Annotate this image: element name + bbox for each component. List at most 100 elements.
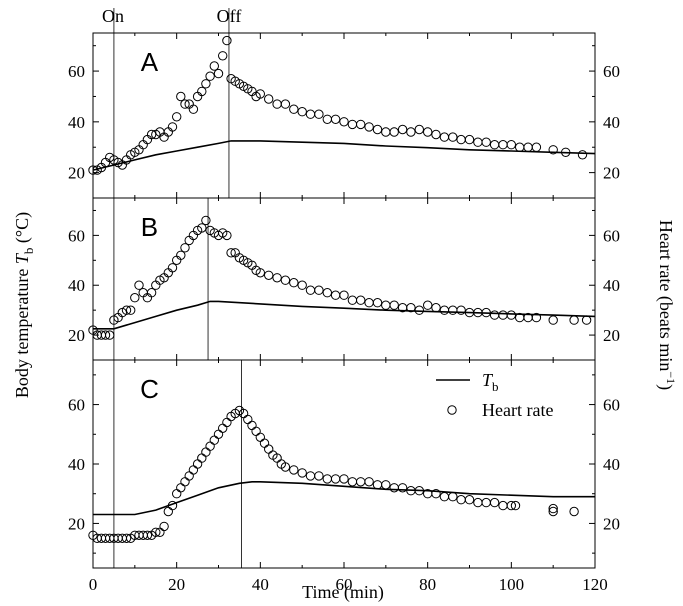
heart-rate-point — [314, 109, 324, 119]
heart-rate-point — [289, 465, 299, 475]
heart-rate-point — [464, 495, 475, 505]
x-tick-label: 20 — [168, 575, 185, 594]
heart-rate-point — [473, 497, 483, 508]
heart-rate-point — [197, 223, 207, 233]
heart-rate-point — [134, 280, 144, 290]
heart-rate-point — [339, 117, 349, 127]
heart-rate-point — [498, 140, 508, 150]
heart-rate-point — [347, 119, 358, 130]
heart-rate-point — [167, 122, 178, 132]
legend-heart-rate-label: Heart rate — [482, 400, 553, 420]
heart-rate-point — [218, 51, 228, 61]
heart-rate-point — [464, 134, 475, 145]
y-left-tick-label: 20 — [68, 326, 85, 345]
heart-rate-point — [356, 295, 366, 305]
heart-rate-point — [105, 330, 115, 340]
heart-rate-point — [322, 114, 332, 125]
heart-rate-point — [201, 447, 211, 457]
heart-rate-point — [523, 142, 533, 152]
y-left-tick-label: 20 — [68, 164, 85, 183]
heart-rate-point — [561, 147, 571, 158]
heart-rate-point — [498, 500, 508, 511]
heart-rate-point — [138, 140, 148, 150]
heart-rate-point — [192, 91, 203, 102]
heart-rate-point — [255, 268, 265, 278]
heart-rate-point — [439, 305, 450, 315]
heart-rate-point — [163, 127, 174, 137]
heart-rate-point — [569, 506, 579, 517]
heart-rate-point — [151, 527, 161, 537]
heart-rate-point — [172, 489, 182, 499]
heart-rate-point — [259, 438, 270, 448]
heart-rate-point — [289, 104, 299, 114]
heart-rate-point — [414, 305, 424, 315]
heart-rate-point — [489, 497, 500, 508]
y-right-tick-label: 20 — [603, 164, 620, 183]
heart-rate-point — [297, 468, 307, 478]
y-left-tick-label: 40 — [68, 455, 85, 474]
heart-rate-point — [330, 290, 341, 300]
heart-rate-point — [322, 474, 332, 484]
heart-rate-point — [531, 142, 542, 152]
heart-rate-point — [197, 86, 207, 97]
heart-rate-point — [305, 109, 316, 119]
heart-rate-point — [381, 480, 391, 490]
heart-rate-point — [280, 462, 291, 472]
y-right-tick-label: 60 — [603, 396, 620, 415]
heart-rate-point — [188, 104, 199, 114]
heart-rate-point — [142, 530, 153, 540]
heart-rate-point — [448, 132, 458, 142]
heart-rate-point — [439, 132, 450, 142]
heart-rate-point — [167, 500, 178, 511]
heart-rate-point — [126, 305, 136, 315]
heart-rate-point — [121, 155, 132, 165]
heart-rate-point — [167, 263, 178, 273]
heart-rate-point — [510, 500, 521, 511]
heart-rate-point — [347, 477, 358, 487]
heart-rate-point — [180, 243, 190, 253]
heart-rate-point — [197, 453, 207, 463]
heart-rate-point — [397, 124, 408, 135]
heart-rate-point — [498, 310, 508, 320]
heart-rate-point — [255, 89, 265, 99]
heart-rate-point — [548, 503, 558, 514]
heart-rate-point — [381, 300, 391, 310]
y-right-tick-label: 20 — [603, 326, 620, 345]
heart-rate-point — [372, 480, 383, 490]
tb-line — [93, 481, 595, 516]
heart-rate-point — [176, 91, 186, 102]
heart-rate-point — [489, 310, 500, 320]
heart-rate-point — [531, 312, 542, 323]
heart-rate-point — [222, 230, 232, 241]
heart-rate-point — [406, 303, 416, 313]
x-axis-title: Time (min) — [302, 582, 384, 603]
heart-rate-point — [456, 495, 466, 505]
x-tick-label: 40 — [252, 575, 269, 594]
heart-rate-point — [381, 127, 391, 137]
heart-rate-point — [222, 35, 232, 46]
heart-rate-point — [264, 444, 274, 454]
tb-line — [93, 300, 596, 330]
y-right-tick-label: 60 — [603, 226, 620, 245]
y-right-tick-label: 40 — [603, 276, 620, 295]
heart-rate-point — [431, 303, 441, 313]
heart-rate-point — [506, 310, 516, 320]
heart-rate-point — [314, 471, 324, 481]
heater-on-label: On — [102, 6, 124, 26]
heart-rate-point — [456, 134, 466, 145]
heart-rate-point — [397, 483, 408, 493]
heart-rate-point — [431, 129, 441, 140]
heart-rate-point — [201, 215, 211, 226]
heart-rate-point — [172, 112, 182, 122]
heart-rate-point — [356, 477, 366, 487]
legend-tb-label: Tb — [482, 370, 499, 394]
y-left-tick-label: 20 — [68, 514, 85, 533]
y-left-tick-label: 40 — [68, 113, 85, 132]
heart-rate-point — [347, 295, 358, 305]
heart-rate-point — [222, 417, 232, 428]
heart-rate-point — [100, 330, 111, 340]
y-right-tick-label: 40 — [603, 113, 620, 132]
heart-rate-point — [581, 315, 592, 325]
heart-rate-point — [130, 293, 140, 303]
